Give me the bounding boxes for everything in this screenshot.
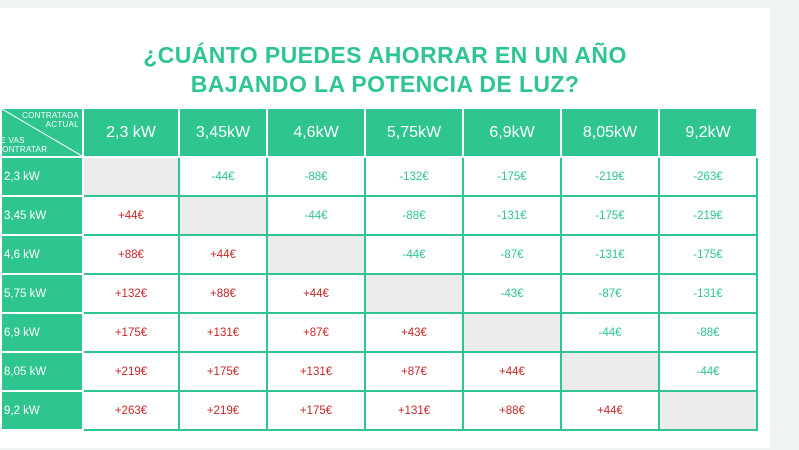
savings-cell: -44€ — [178, 156, 268, 197]
savings-cell: -44€ — [560, 312, 660, 353]
savings-cell: -219€ — [560, 156, 660, 197]
page-title: ¿CUÁNTO PUEDES AHORRAR EN UN AÑO BAJANDO… — [0, 41, 770, 99]
empty-cell — [266, 234, 366, 275]
empty-cell — [462, 312, 562, 353]
empty-cell — [364, 273, 464, 314]
cost-increase-cell: +175€ — [82, 312, 180, 353]
cost-increase-cell: +132€ — [82, 273, 180, 314]
column-header: 5,75kW — [364, 107, 464, 158]
cost-increase-cell: +44€ — [178, 234, 268, 275]
cost-increase-cell: +131€ — [364, 390, 464, 431]
savings-cell: -131€ — [658, 273, 758, 314]
cost-increase-cell: +44€ — [82, 195, 180, 236]
cost-increase-cell: +219€ — [178, 390, 268, 431]
savings-cell: -88€ — [658, 312, 758, 353]
cost-increase-cell: +87€ — [364, 351, 464, 392]
savings-cell: -219€ — [658, 195, 758, 236]
row-header: 5,75 kW — [0, 273, 84, 314]
table-row: 8,05 kW +219€ +175€ +131€ +87€ +44€ -44€ — [0, 351, 758, 392]
column-header: 4,6kW — [266, 107, 366, 158]
column-header: 6,9kW — [462, 107, 562, 158]
corner-label-current: CONTRATADA ACTUAL — [22, 111, 79, 129]
column-header: 8,05kW — [560, 107, 660, 158]
table-row: 9,2 kW +263€ +219€ +175€ +131€ +88€ +44€ — [0, 390, 758, 431]
savings-cell: -263€ — [658, 156, 758, 197]
corner-label-new: JE VAS CONTRATAR — [1, 136, 48, 154]
savings-cell: -88€ — [266, 156, 366, 197]
diagonal-divider — [3, 110, 81, 155]
row-header: 4,6 kW — [0, 234, 84, 275]
savings-table: CONTRATADA ACTUAL JE VAS CONTRATAR 2,3 k… — [0, 107, 758, 431]
cost-increase-cell: +88€ — [462, 390, 562, 431]
savings-cell: -175€ — [658, 234, 758, 275]
cost-increase-cell: +87€ — [266, 312, 366, 353]
savings-cell: -88€ — [364, 195, 464, 236]
savings-cell: -44€ — [658, 351, 758, 392]
title-line-2: BAJANDO LA POTENCIA DE LUZ? — [190, 71, 580, 97]
column-header: 9,2kW — [658, 107, 758, 158]
empty-cell — [82, 156, 180, 197]
savings-cell: -132€ — [364, 156, 464, 197]
empty-cell — [658, 390, 758, 431]
column-header: 2,3 kW — [82, 107, 180, 158]
row-header: 9,2 kW — [0, 390, 84, 431]
empty-cell — [178, 195, 268, 236]
table-row: 6,9 kW +175€ +131€ +87€ +43€ -44€ -88€ — [0, 312, 758, 353]
cost-increase-cell: +43€ — [364, 312, 464, 353]
savings-cell: -87€ — [462, 234, 562, 275]
column-header: 3,45kW — [178, 107, 268, 158]
table-row: 3,45 kW +44€ -44€ -88€ -131€ -175€ -219€ — [0, 195, 758, 236]
empty-cell — [560, 351, 660, 392]
row-header: 8,05 kW — [0, 351, 84, 392]
table-row: 5,75 kW +132€ +88€ +44€ -43€ -87€ -131€ — [0, 273, 758, 314]
title-line-1: ¿CUÁNTO PUEDES AHORRAR EN UN AÑO — [143, 42, 627, 68]
cost-increase-cell: +44€ — [560, 390, 660, 431]
savings-cell: -175€ — [462, 156, 562, 197]
cost-increase-cell: +175€ — [178, 351, 268, 392]
savings-cell: -43€ — [462, 273, 562, 314]
row-header: 2,3 kW — [0, 156, 84, 197]
savings-cell: -131€ — [560, 234, 660, 275]
cost-increase-cell: +263€ — [82, 390, 180, 431]
cost-increase-cell: +88€ — [82, 234, 180, 275]
row-header: 3,45 kW — [0, 195, 84, 236]
table-row: 2,3 kW -44€ -88€ -132€ -175€ -219€ -263€ — [0, 156, 758, 197]
savings-cell: -131€ — [462, 195, 562, 236]
cost-increase-cell: +131€ — [178, 312, 268, 353]
cost-increase-cell: +44€ — [266, 273, 366, 314]
savings-cell: -44€ — [364, 234, 464, 275]
cost-increase-cell: +131€ — [266, 351, 366, 392]
savings-cell: -87€ — [560, 273, 660, 314]
savings-cell: -44€ — [266, 195, 366, 236]
cost-increase-cell: +219€ — [82, 351, 180, 392]
cost-increase-cell: +44€ — [462, 351, 562, 392]
cost-increase-cell: +175€ — [266, 390, 366, 431]
header-row: CONTRATADA ACTUAL JE VAS CONTRATAR 2,3 k… — [0, 107, 758, 158]
table-row: 4,6 kW +88€ +44€ -44€ -87€ -131€ -175€ — [0, 234, 758, 275]
corner-header: CONTRATADA ACTUAL JE VAS CONTRATAR — [0, 107, 84, 158]
savings-cell: -175€ — [560, 195, 660, 236]
row-header: 6,9 kW — [0, 312, 84, 353]
cost-increase-cell: +88€ — [178, 273, 268, 314]
